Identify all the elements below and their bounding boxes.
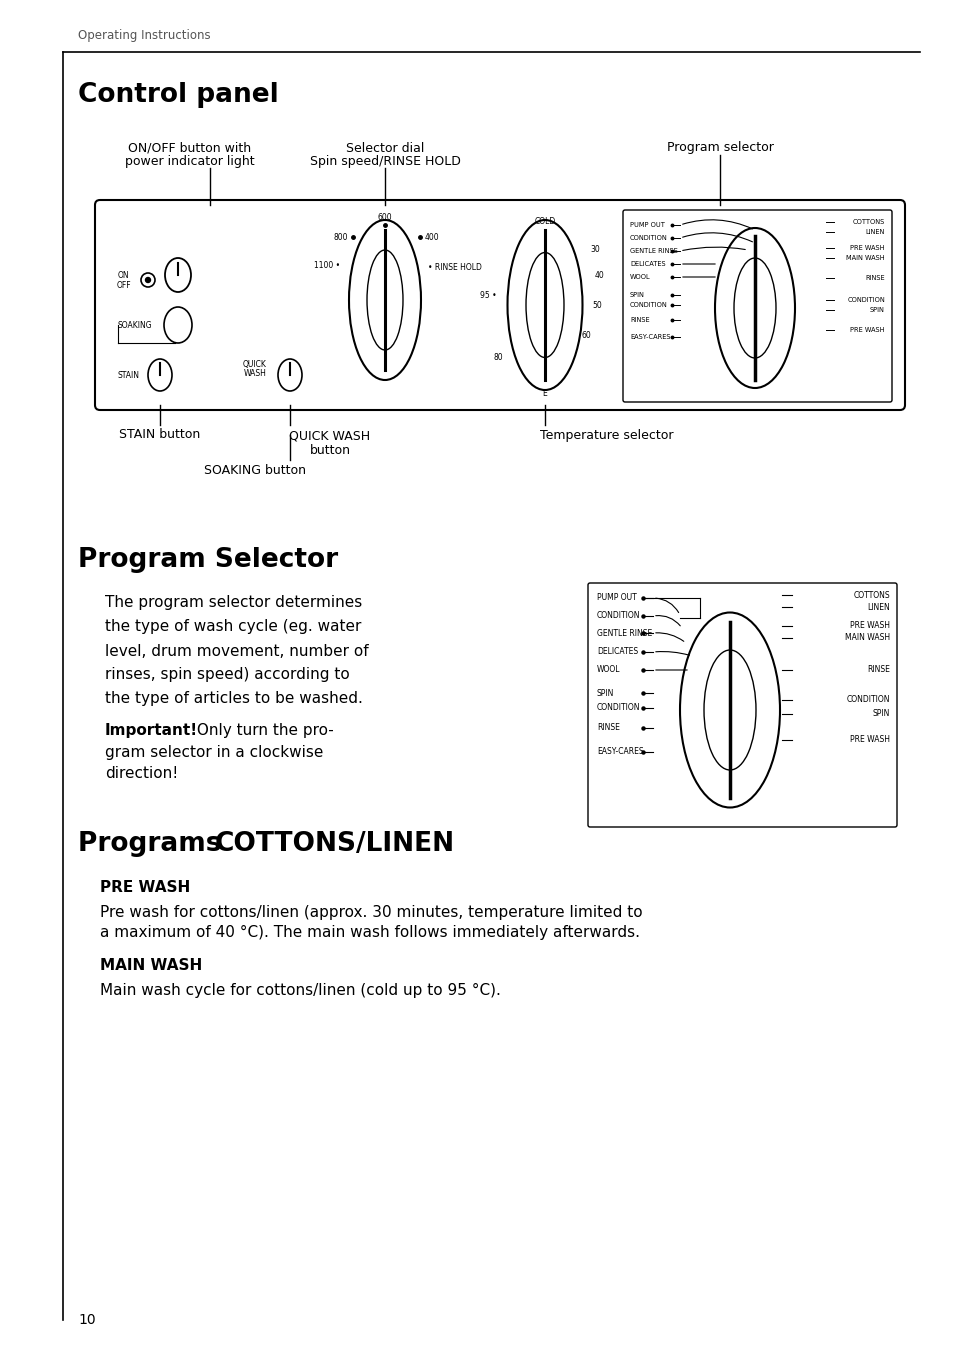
Text: Temperature selector: Temperature selector bbox=[539, 429, 673, 442]
Text: RINSE: RINSE bbox=[864, 274, 884, 281]
Text: GENTLE RINSE: GENTLE RINSE bbox=[597, 629, 652, 638]
Text: 95 •: 95 • bbox=[480, 291, 497, 300]
Text: SPIN: SPIN bbox=[629, 292, 644, 297]
Text: Selector dial: Selector dial bbox=[345, 142, 424, 154]
Text: PUMP OUT: PUMP OUT bbox=[629, 222, 664, 228]
Text: ON: ON bbox=[118, 270, 130, 280]
Text: SPIN: SPIN bbox=[872, 710, 889, 718]
Text: PRE WASH: PRE WASH bbox=[849, 622, 889, 630]
FancyBboxPatch shape bbox=[95, 200, 904, 410]
Text: WOOL: WOOL bbox=[597, 665, 619, 675]
Text: direction!: direction! bbox=[105, 767, 178, 781]
Text: GENTLE RINSE: GENTLE RINSE bbox=[629, 247, 677, 254]
Text: CONDITION: CONDITION bbox=[597, 703, 639, 713]
Text: 400: 400 bbox=[424, 233, 439, 242]
Text: 800: 800 bbox=[334, 233, 348, 242]
Text: MAIN WASH: MAIN WASH bbox=[845, 256, 884, 261]
Text: DELICATES: DELICATES bbox=[629, 261, 665, 266]
Text: PRE WASH: PRE WASH bbox=[850, 245, 884, 251]
Text: Program Selector: Program Selector bbox=[78, 548, 337, 573]
Text: • RINSE HOLD: • RINSE HOLD bbox=[428, 264, 481, 273]
Text: STAIN: STAIN bbox=[118, 370, 140, 380]
Text: EASY-CARES: EASY-CARES bbox=[629, 334, 670, 339]
Text: 600: 600 bbox=[377, 214, 392, 223]
Text: CONDITION: CONDITION bbox=[845, 695, 889, 704]
Text: MAIN WASH: MAIN WASH bbox=[844, 634, 889, 642]
Text: COLD: COLD bbox=[534, 218, 555, 227]
Text: The program selector determines: The program selector determines bbox=[105, 595, 362, 611]
Text: WASH: WASH bbox=[243, 369, 266, 379]
Text: RINSE: RINSE bbox=[597, 723, 619, 733]
Text: Control panel: Control panel bbox=[78, 82, 278, 108]
Text: SOAKING: SOAKING bbox=[118, 320, 152, 330]
Text: 50: 50 bbox=[592, 300, 601, 310]
Text: Programs: Programs bbox=[78, 831, 231, 857]
FancyBboxPatch shape bbox=[622, 210, 891, 402]
Text: SPIN: SPIN bbox=[597, 688, 614, 698]
Text: RINSE: RINSE bbox=[866, 665, 889, 675]
Text: Program selector: Program selector bbox=[666, 142, 773, 154]
Text: 1100 •: 1100 • bbox=[314, 261, 339, 269]
Text: CONDITION: CONDITION bbox=[846, 297, 884, 303]
Text: 40: 40 bbox=[595, 270, 604, 280]
Text: rinses, spin speed) according to: rinses, spin speed) according to bbox=[105, 668, 350, 683]
Text: CONDITION: CONDITION bbox=[597, 611, 639, 621]
Text: 80: 80 bbox=[493, 353, 502, 361]
FancyBboxPatch shape bbox=[587, 583, 896, 827]
Text: COTTONS/LINEN: COTTONS/LINEN bbox=[214, 831, 455, 857]
Text: level, drum movement, number of: level, drum movement, number of bbox=[105, 644, 368, 658]
Text: E: E bbox=[542, 388, 547, 397]
Text: CONDITION: CONDITION bbox=[629, 235, 667, 241]
Text: button: button bbox=[309, 443, 350, 457]
Circle shape bbox=[146, 277, 151, 283]
Text: the type of articles to be washed.: the type of articles to be washed. bbox=[105, 691, 362, 707]
Text: Important!: Important! bbox=[105, 722, 198, 737]
Text: power indicator light: power indicator light bbox=[125, 155, 254, 169]
Text: 10: 10 bbox=[78, 1313, 95, 1328]
Text: ON/OFF button with: ON/OFF button with bbox=[129, 142, 252, 154]
Text: PRE WASH: PRE WASH bbox=[850, 327, 884, 333]
Text: SOAKING button: SOAKING button bbox=[204, 464, 306, 476]
Text: the type of wash cycle (eg. water: the type of wash cycle (eg. water bbox=[105, 619, 361, 634]
Text: CONDITION: CONDITION bbox=[629, 301, 667, 308]
Text: QUICK WASH: QUICK WASH bbox=[289, 430, 370, 442]
Text: MAIN WASH: MAIN WASH bbox=[100, 959, 202, 973]
Text: QUICK: QUICK bbox=[243, 361, 267, 369]
Text: COTTONS: COTTONS bbox=[852, 219, 884, 224]
Text: SPIN: SPIN bbox=[869, 307, 884, 314]
Text: Only turn the pro-: Only turn the pro- bbox=[192, 722, 334, 737]
Text: STAIN button: STAIN button bbox=[119, 429, 200, 442]
Text: Spin speed/RINSE HOLD: Spin speed/RINSE HOLD bbox=[309, 155, 460, 169]
Text: PRE WASH: PRE WASH bbox=[849, 735, 889, 745]
Text: COTTONS: COTTONS bbox=[853, 591, 889, 599]
Text: LINEN: LINEN bbox=[864, 228, 884, 235]
Text: OFF: OFF bbox=[117, 280, 132, 289]
Text: Operating Instructions: Operating Instructions bbox=[78, 30, 211, 42]
Text: DELICATES: DELICATES bbox=[597, 648, 638, 657]
Text: PRE WASH: PRE WASH bbox=[100, 880, 190, 895]
Text: LINEN: LINEN bbox=[866, 603, 889, 611]
Text: EASY-CARES: EASY-CARES bbox=[597, 748, 643, 757]
Text: PUMP OUT: PUMP OUT bbox=[597, 594, 636, 603]
Text: RINSE: RINSE bbox=[629, 316, 649, 323]
Text: gram selector in a clockwise: gram selector in a clockwise bbox=[105, 745, 323, 760]
Text: 30: 30 bbox=[589, 246, 599, 254]
Text: 60: 60 bbox=[581, 330, 591, 339]
Text: WOOL: WOOL bbox=[629, 274, 650, 280]
Text: Main wash cycle for cottons/linen (cold up to 95 °C).: Main wash cycle for cottons/linen (cold … bbox=[100, 983, 500, 998]
Text: Pre wash for cottons/linen (approx. 30 minutes, temperature limited to: Pre wash for cottons/linen (approx. 30 m… bbox=[100, 904, 642, 919]
Text: a maximum of 40 °C). The main wash follows immediately afterwards.: a maximum of 40 °C). The main wash follo… bbox=[100, 925, 639, 940]
